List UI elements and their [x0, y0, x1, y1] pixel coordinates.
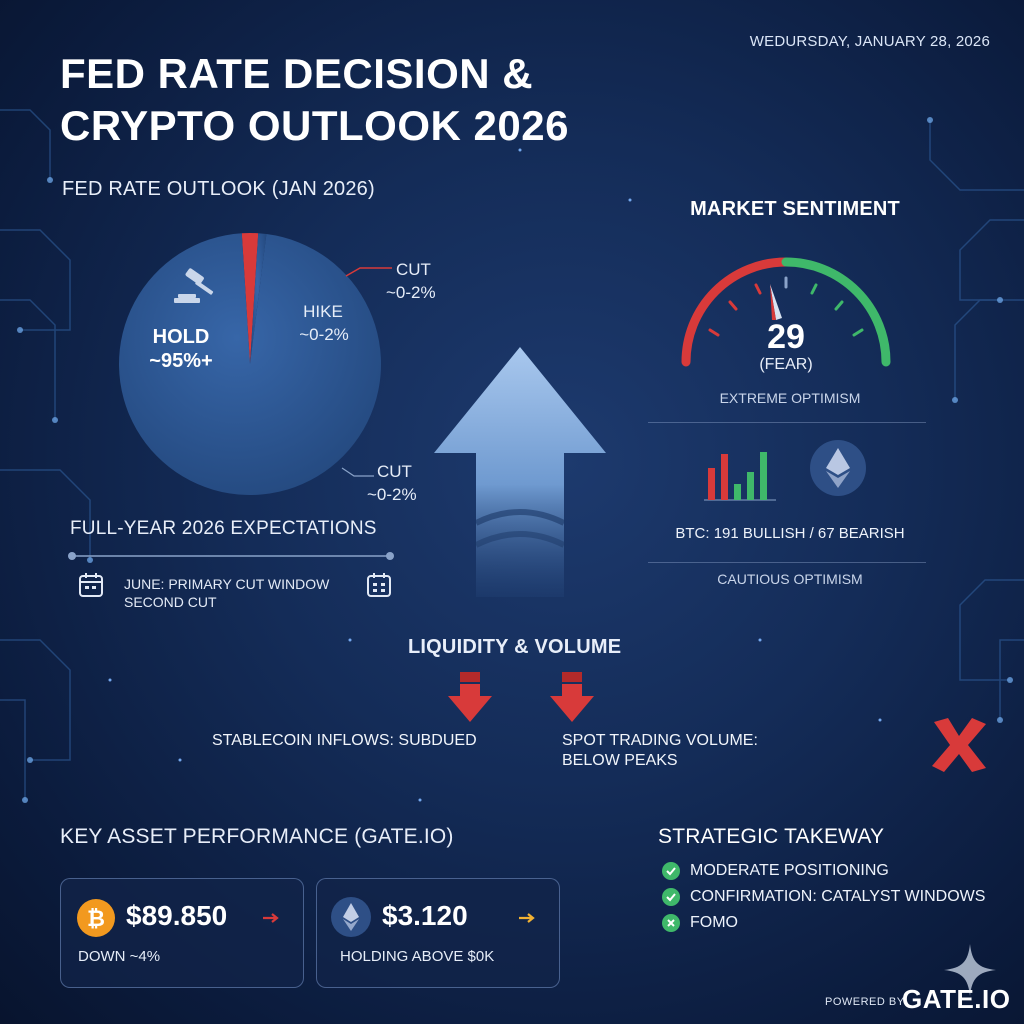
- bar-chart-icon: [704, 452, 776, 501]
- rate-outlook-heading: FED RATE OUTLOOK (JAN 2026): [62, 178, 375, 200]
- pie-slice-cut: [241, 233, 259, 364]
- cut-top-leader: [345, 267, 392, 277]
- btc-note: DOWN ~4%: [78, 948, 161, 965]
- gauge-label: (FEAR): [759, 356, 813, 373]
- expectation-line-1: JUNE: PRIMARY CUT WINDOW: [124, 576, 330, 592]
- cut-bottom-label: CUT: [377, 462, 412, 481]
- sentiment-gauge: [681, 257, 891, 367]
- x-circle-icon: [662, 914, 680, 932]
- svg-text:₿: ₿: [87, 907, 105, 932]
- eth-note: HOLDING ABOVE $0K: [340, 948, 495, 965]
- eth-asset-icon: [331, 897, 371, 937]
- takeaway-item: MODERATE POSITIONING: [662, 858, 985, 884]
- assets-heading: KEY ASSET PERFORMANCE (GATE.IO): [60, 825, 454, 848]
- up-arrow-icon: [434, 347, 606, 597]
- cut-bottom-leader: [341, 467, 374, 477]
- powered-by-label: POWERED BY: [825, 996, 905, 1008]
- calendar-icon: [79, 573, 103, 597]
- check-icon: [662, 862, 680, 880]
- eth-trend-arrow-icon: [519, 913, 535, 923]
- gavel-icon: [174, 268, 214, 303]
- hold-value: ~95%+: [149, 350, 213, 372]
- gauge-value: 29: [767, 318, 805, 356]
- sentiment-heading: MARKET SENTIMENT: [690, 198, 900, 220]
- stablecoin-inflows: STABLECOIN INFLOWS: SUBDUED: [212, 732, 477, 749]
- hike-label: HIKE: [303, 302, 343, 321]
- btc-price: $89.850: [126, 900, 228, 931]
- timeline-line: [68, 552, 394, 560]
- takeaway-item-label: MODERATE POSITIONING: [690, 862, 889, 879]
- hold-label: HOLD: [152, 326, 210, 348]
- date-label: WEDURSDAY, JANUARY 28, 2026: [749, 33, 990, 50]
- sentiment-divider-2: [648, 562, 926, 563]
- check-icon: [662, 888, 680, 906]
- brand-logo-text: GATE.IO: [902, 984, 1011, 1014]
- ethereum-icon: [810, 440, 866, 496]
- cut-bottom-value: ~0-2%: [367, 485, 417, 504]
- takeaway-heading: STRATEGIC TAKEWAY: [658, 825, 885, 848]
- cut-top-value: ~0-2%: [386, 283, 436, 302]
- down-arrow-icon-2: [550, 672, 594, 722]
- cut-top-label: CUT: [396, 260, 431, 279]
- btc-sentiment-text: BTC: 191 BULLISH / 67 BEARISH: [675, 525, 905, 542]
- expectations-heading: FULL-YEAR 2026 EXPECTATIONS: [70, 518, 377, 539]
- bitcoin-icon: ₿: [77, 899, 115, 937]
- spot-volume-line-1: SPOT TRADING VOLUME:: [562, 732, 758, 749]
- takeaway-list: MODERATE POSITIONING CONFIRMATION: CATAL…: [662, 858, 985, 936]
- takeaway-item-label: CONFIRMATION: CATALYST WINDOWS: [690, 888, 986, 905]
- spot-volume-line-2: BELOW PEAKS: [562, 752, 678, 769]
- sentiment-divider-1: [648, 422, 926, 423]
- eth-price: $3.120: [382, 900, 468, 931]
- hike-value: ~0-2%: [299, 325, 349, 344]
- pie-slice-hike: [250, 233, 267, 364]
- gauge-caption: EXTREME OPTIMISM: [719, 390, 861, 406]
- down-arrow-icon: [448, 672, 492, 722]
- sentiment-caption-2: CAUTIOUS OPTIMISM: [717, 571, 863, 587]
- btc-trend-arrow-icon: [263, 913, 279, 923]
- calendar-grid-icon: [367, 573, 391, 597]
- expectation-line-2: SECOND CUT: [124, 594, 217, 610]
- title-line-2: CRYPTO OUTLOOK 2026: [60, 102, 569, 149]
- sparkle-icon: [944, 944, 996, 996]
- page-title: FED RATE DECISION & CRYPTO OUTLOOK 2026: [60, 48, 569, 152]
- title-line-1: FED RATE DECISION &: [60, 50, 534, 97]
- liquidity-heading: LIQUIDITY & VOLUME: [408, 636, 622, 658]
- takeaway-item-label: FOMO: [690, 914, 738, 931]
- red-x-icon: [932, 718, 986, 772]
- takeaway-item: CONFIRMATION: CATALYST WINDOWS: [662, 884, 985, 910]
- takeaway-item: FOMO: [662, 910, 985, 936]
